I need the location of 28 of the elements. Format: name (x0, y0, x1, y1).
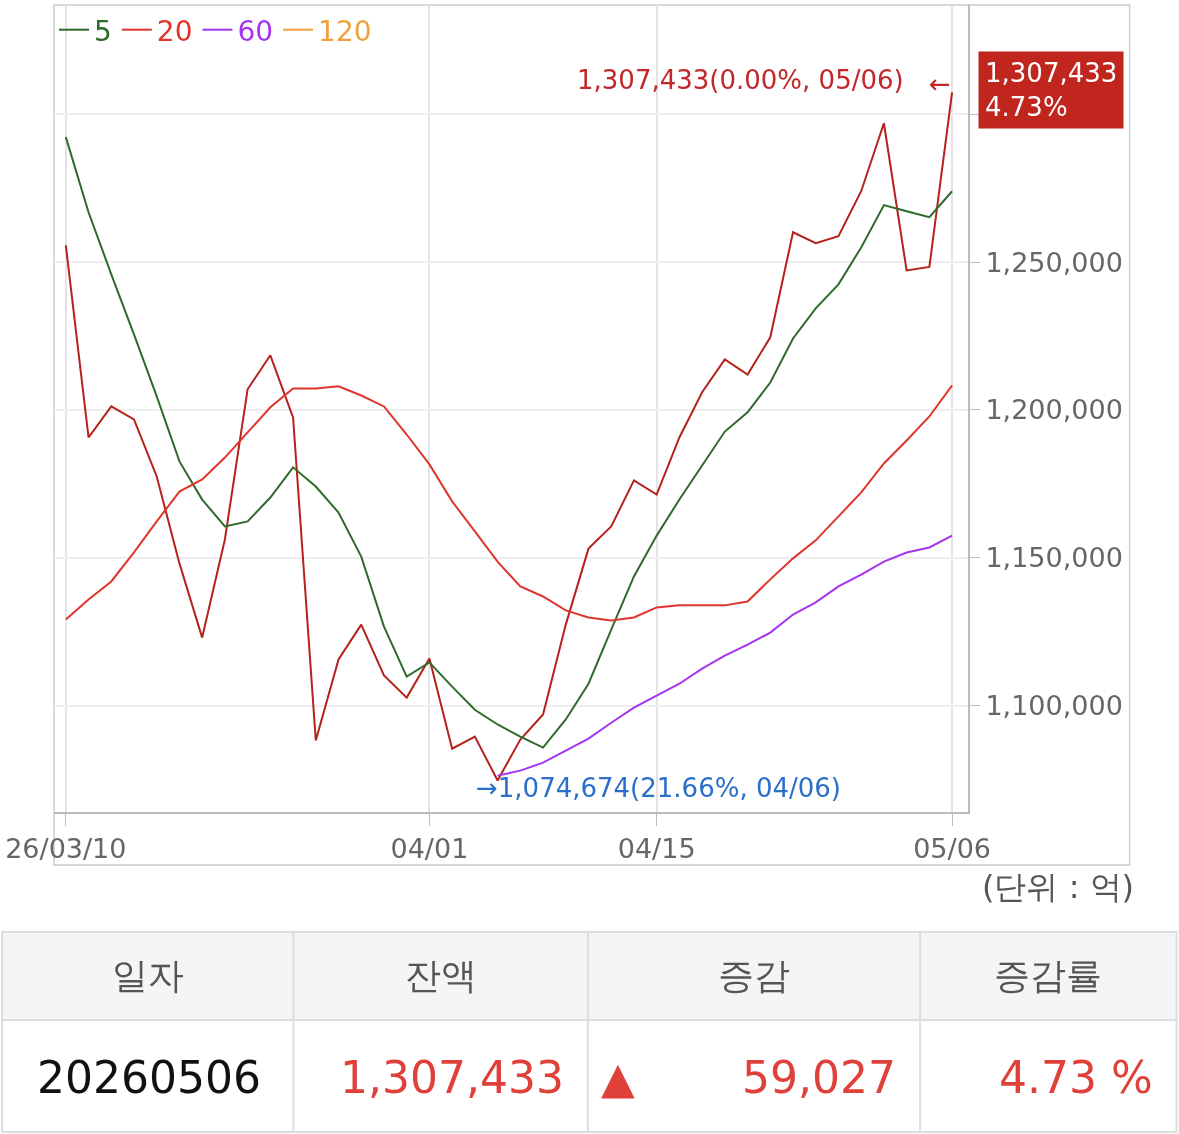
x-tick-label: 04/15 (617, 833, 696, 865)
line-series (496, 534, 954, 777)
x-tick-label: 26/03/10 (5, 833, 127, 865)
text: 4.73 % (999, 1052, 1153, 1103)
text: 59,027 (742, 1052, 896, 1103)
annotation: →1,074,674(21.66%, 04/06) (476, 773, 841, 803)
annotation: 1,307,433(0.00%, 05/06) (577, 65, 904, 95)
legend-label: 60 (237, 14, 274, 48)
text: 1,307,433 (340, 1052, 564, 1103)
text: ▲ (601, 1052, 635, 1103)
y-tick-label: 1,150,000 (985, 542, 1123, 574)
x-tick-label: 04/01 (390, 833, 469, 865)
line-series (64, 384, 954, 622)
legend-label: 20 (156, 14, 193, 48)
text: 증감률 (994, 955, 1102, 996)
legend-label: 5 (94, 14, 112, 48)
text: (단위 : 억) (982, 868, 1135, 906)
x-tick-label: 05/06 (913, 833, 991, 865)
y-tick-label: 1,100,000 (985, 690, 1123, 722)
legend-label: 120 (318, 14, 372, 48)
text: 잔액 (405, 955, 477, 996)
text: 1,307,433 4.73% (985, 58, 1118, 122)
text: 증감 (718, 955, 790, 996)
text: 20260506 (37, 1052, 261, 1103)
text: 일자 (112, 955, 184, 996)
annotation: ← (929, 69, 951, 99)
y-tick-label: 1,200,000 (985, 394, 1123, 426)
y-tick-label: 1,250,000 (985, 246, 1123, 278)
